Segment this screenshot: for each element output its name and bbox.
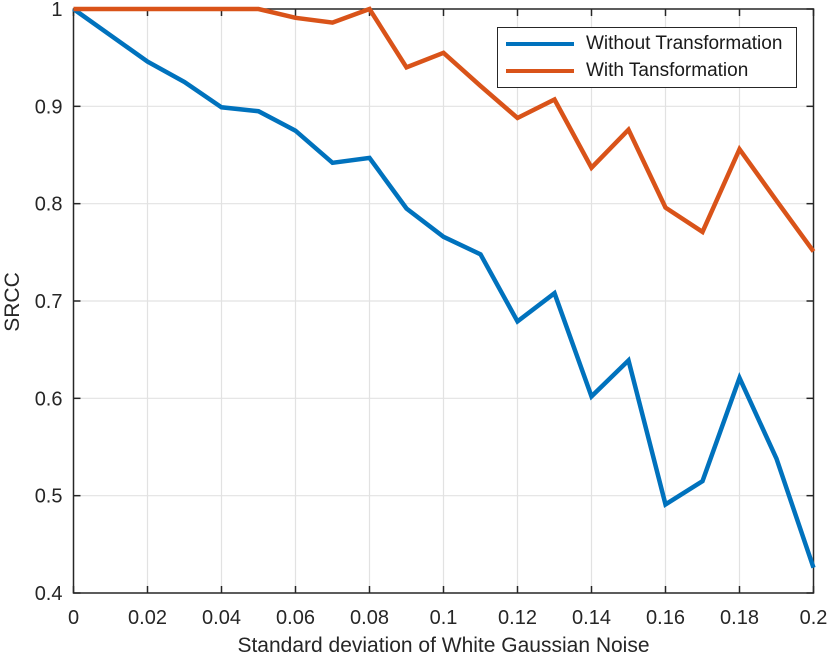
y-axis-label: SRCC [1, 272, 24, 332]
x-tick-label: 0.14 [572, 607, 611, 629]
x-tick-label: 0.04 [202, 607, 241, 629]
x-axis-label: Standard deviation of White Gaussian Noi… [237, 634, 650, 657]
y-tick-label: 0.6 [35, 388, 63, 410]
x-tick-label: 0.1 [430, 607, 458, 629]
y-tick-label: 1 [51, 0, 62, 21]
x-tick-label: 0 [68, 607, 79, 629]
legend-entry-with-tansformation: With Tansformation [498, 60, 796, 82]
legend: Without Transformation With Tansformatio… [497, 27, 797, 88]
x-tick-label: 0.08 [350, 607, 389, 629]
x-tick-label: 0.2 [800, 607, 828, 629]
legend-label: With Tansformation [586, 60, 749, 81]
series-line-without-transformation [72, 7, 816, 569]
y-tick-label: 0.4 [35, 583, 63, 605]
legend-entry-without-transformation: Without Transformation [498, 33, 796, 55]
y-tick-label: 0.8 [35, 194, 63, 216]
x-tick-label: 0.02 [128, 607, 167, 629]
y-tick-label: 0.5 [35, 486, 63, 508]
series-line-with-tansformation [73, 6, 816, 253]
x-tick-label: 0.06 [276, 607, 315, 629]
legend-line-sample-orange [506, 68, 574, 74]
x-tick-label: 0.12 [498, 607, 537, 629]
legend-line-sample-blue [506, 41, 574, 47]
legend-label: Without Transformation [586, 33, 783, 54]
y-tick-label: 0.9 [35, 96, 63, 118]
y-tick-label: 0.7 [35, 291, 63, 313]
x-tick-label: 0.16 [646, 607, 685, 629]
x-tick-label: 0.18 [720, 607, 759, 629]
